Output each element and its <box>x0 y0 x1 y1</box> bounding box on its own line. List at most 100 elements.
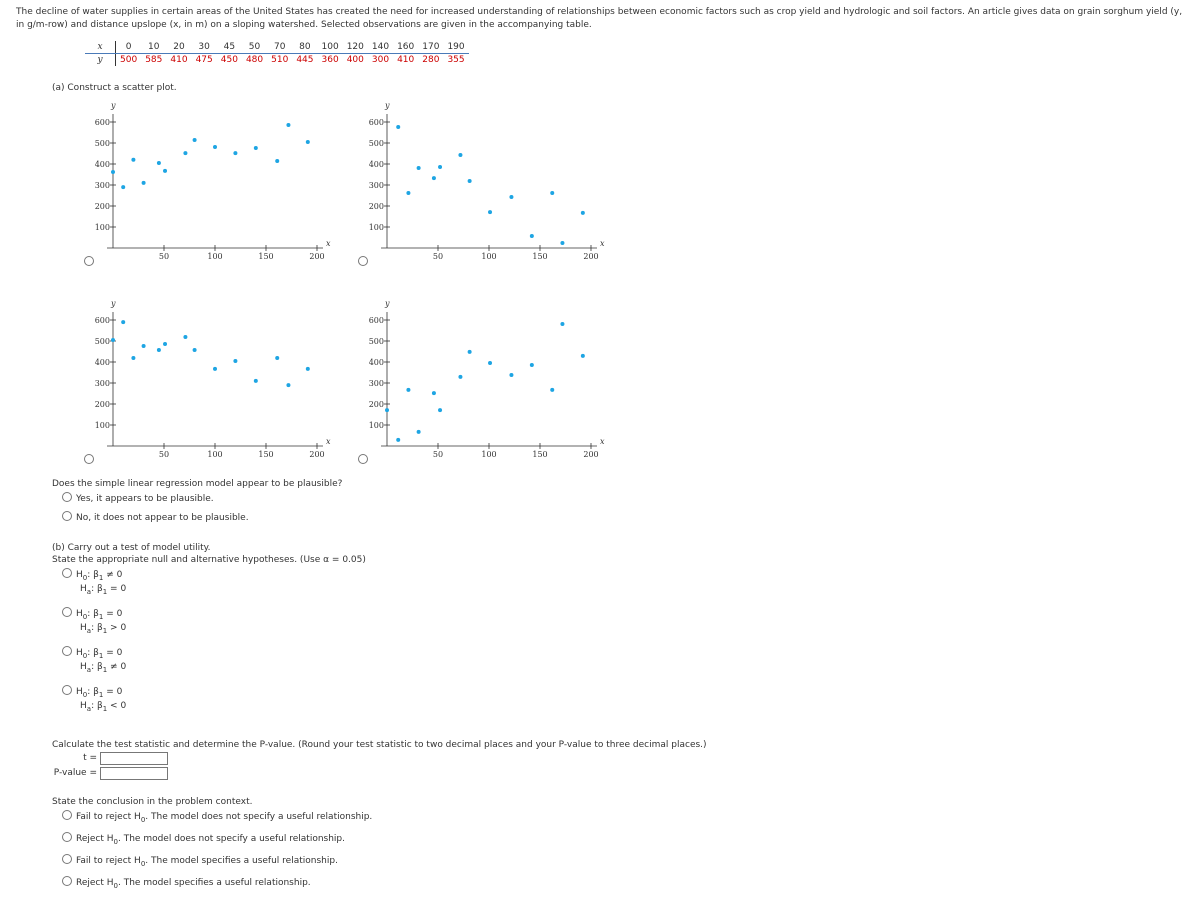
point <box>213 366 217 371</box>
point <box>213 144 217 149</box>
y-tick-label: 400 <box>369 160 384 169</box>
point <box>156 160 161 165</box>
text-part: < 0 <box>107 701 127 711</box>
point <box>467 179 472 184</box>
cell: 120 <box>342 41 368 54</box>
cell: 50 <box>241 41 268 54</box>
t-input[interactable] <box>100 752 168 765</box>
point <box>467 349 472 354</box>
hypothesis: Ha: β1 < 0 <box>80 701 126 714</box>
cell: 445 <box>296 55 314 65</box>
y-tick-label: 100 <box>95 223 110 232</box>
text-part: ≠ 0 <box>107 662 127 672</box>
y-tick-label: 200 <box>95 202 110 211</box>
radio[interactable] <box>62 832 72 842</box>
x-tick-label: 200 <box>309 450 324 459</box>
y-tick-label: 600 <box>95 118 110 127</box>
y-tick-label: 100 <box>369 223 384 232</box>
text-part: : β <box>91 701 103 711</box>
point <box>121 320 126 325</box>
point <box>509 194 514 199</box>
point <box>286 383 291 388</box>
radio[interactable] <box>358 256 368 266</box>
y-tick-label: 300 <box>369 181 384 190</box>
point <box>529 362 534 367</box>
radio[interactable] <box>62 607 72 617</box>
radio[interactable] <box>62 646 72 656</box>
text-part: 1 <box>98 690 104 699</box>
text-part: 0 <box>82 612 88 621</box>
point <box>183 151 188 156</box>
option-text: No, it does not appear to be plausible. <box>76 513 249 523</box>
cell: 70 <box>267 41 293 54</box>
radio[interactable] <box>62 492 72 502</box>
data-table: x 0 10 20 30 45 50 70 80 100 120 140 160 170 190 y 500 58… <box>85 41 469 66</box>
point <box>253 378 258 383</box>
text-part: = 0 <box>103 687 123 697</box>
point <box>550 387 555 392</box>
point <box>192 348 197 353</box>
hypothesis: Ha: β1 > 0 <box>80 623 126 636</box>
y-axis-label: y <box>110 101 116 110</box>
radio[interactable] <box>62 854 72 864</box>
cell: 500 <box>120 55 138 65</box>
cell: 480 <box>245 55 264 65</box>
text-part: = 0 <box>107 584 127 594</box>
radio[interactable] <box>62 511 72 521</box>
p-input[interactable] <box>100 767 168 780</box>
text-part: : β <box>87 687 99 697</box>
text-part: 1 <box>102 665 108 674</box>
cell: 410 <box>397 55 415 65</box>
x-tick-label: 150 <box>258 450 273 459</box>
y-axis-label: y <box>384 101 390 110</box>
x-tick-label: 100 <box>481 450 496 459</box>
point <box>163 168 168 173</box>
point <box>416 429 421 434</box>
point <box>488 210 493 215</box>
x-tick-label: 50 <box>433 252 443 261</box>
text-part: . The model specifies a useful relations… <box>145 856 338 866</box>
point <box>111 337 115 342</box>
text-part: H <box>80 584 87 594</box>
radio[interactable] <box>84 454 94 464</box>
x-tick-label: 100 <box>207 450 222 459</box>
radio[interactable] <box>84 256 94 266</box>
text-part: 0 <box>82 573 88 582</box>
cell: 30 <box>191 41 217 54</box>
y-tick-label: 400 <box>95 358 110 367</box>
conclusion: Reject H0. The model does not specify a … <box>62 832 345 846</box>
radio[interactable] <box>62 685 72 695</box>
radio[interactable] <box>62 568 72 578</box>
x-tick-label: 100 <box>207 252 222 261</box>
option: Yes, it appears to be plausible. <box>62 492 214 504</box>
point <box>488 361 493 366</box>
x-axis-label: x <box>326 437 331 446</box>
text-part: 0 <box>140 815 146 824</box>
point <box>560 240 565 245</box>
point <box>438 164 443 169</box>
text-part: a <box>86 626 92 635</box>
y-axis-label: y <box>384 299 390 308</box>
point <box>233 358 238 363</box>
text-part: a <box>86 704 92 713</box>
point <box>406 387 411 392</box>
text-part: 1 <box>98 612 104 621</box>
cell: 10 <box>141 41 167 54</box>
y-tick-label: 300 <box>95 379 110 388</box>
part-b-label: (b) Carry out a test of model utility. <box>52 543 211 553</box>
cell: 160 <box>393 41 419 54</box>
radio[interactable] <box>62 876 72 886</box>
point <box>111 169 115 174</box>
point <box>233 151 238 156</box>
y-tick-label: 600 <box>369 316 384 325</box>
option-text: Yes, it appears to be plausible. <box>76 494 214 504</box>
point <box>458 374 463 379</box>
radio[interactable] <box>358 454 368 464</box>
text-part: : β <box>87 609 99 619</box>
y-tick-label: 200 <box>369 202 384 211</box>
text-part: 0 <box>140 859 146 868</box>
y-tick-label: 600 <box>95 316 110 325</box>
radio[interactable] <box>62 810 72 820</box>
row-header: x <box>85 41 116 54</box>
